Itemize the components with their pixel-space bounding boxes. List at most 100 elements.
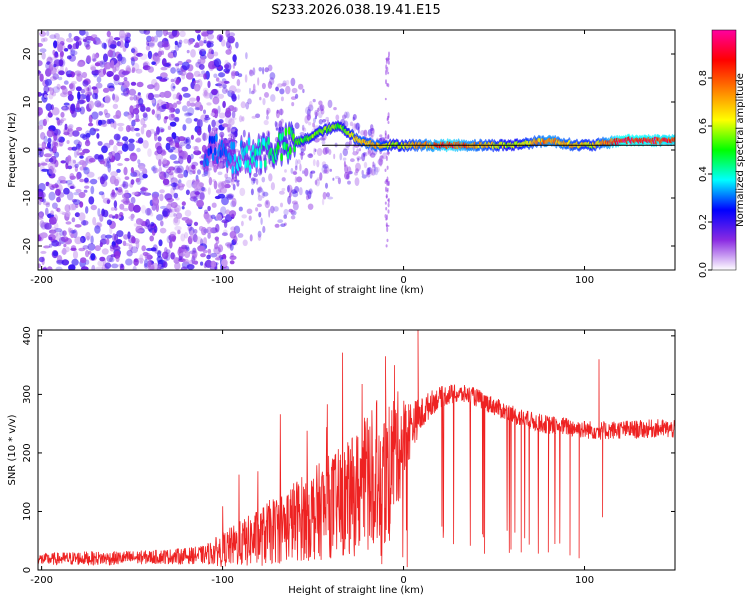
heatmap-cell bbox=[67, 183, 75, 188]
heatmap-cell bbox=[172, 93, 177, 100]
heatmap-cell bbox=[221, 258, 228, 267]
snr-y-tick-label: 0 bbox=[22, 567, 33, 573]
heatmap-cell bbox=[184, 251, 191, 258]
heatmap-cell bbox=[149, 235, 154, 242]
heatmap-cell bbox=[170, 82, 176, 92]
snr-series-line bbox=[38, 330, 675, 568]
heatmap-cell bbox=[229, 85, 237, 94]
heatmap-cell bbox=[245, 101, 250, 110]
heatmap-cell bbox=[115, 239, 123, 245]
heatmap-cell bbox=[54, 228, 63, 233]
heatmap-cell bbox=[201, 173, 206, 177]
heatmap-cell bbox=[264, 199, 270, 209]
heatmap-cell bbox=[99, 119, 107, 125]
heatmap-cell bbox=[170, 78, 175, 83]
heatmap-cell bbox=[75, 188, 82, 193]
heatmap-cell bbox=[74, 70, 82, 76]
heatmap-cell bbox=[94, 245, 101, 252]
heatmap-cell bbox=[183, 38, 189, 44]
heatmap-cell bbox=[364, 152, 368, 157]
heatmap-cell bbox=[170, 252, 175, 260]
heatmap-cell bbox=[386, 165, 389, 170]
heatmap-cell bbox=[213, 51, 219, 57]
heatmap-cell bbox=[126, 32, 131, 39]
heatmap-cell bbox=[174, 262, 181, 270]
heatmap-cell bbox=[175, 167, 183, 174]
heatmap-cell bbox=[384, 130, 387, 136]
heatmap-cell bbox=[309, 188, 313, 195]
heatmap-ridge-core bbox=[267, 136, 270, 146]
heatmap-cell bbox=[90, 235, 94, 245]
heatmap-cell bbox=[48, 229, 57, 234]
heatmap-cell bbox=[104, 95, 111, 104]
heatmap-cell bbox=[57, 43, 63, 53]
heatmap-cell bbox=[58, 136, 65, 143]
heatmap-cell bbox=[49, 87, 55, 96]
heatmap-cell bbox=[139, 254, 144, 262]
heatmap-cell bbox=[363, 161, 368, 169]
heatmap-cell bbox=[290, 167, 294, 174]
heatmap-cell bbox=[371, 168, 376, 176]
heatmap-cell bbox=[189, 102, 196, 107]
heatmap-cell bbox=[192, 233, 198, 243]
heatmap-ridge-core bbox=[254, 148, 257, 157]
heatmap-cell bbox=[109, 244, 116, 250]
heatmap-cell bbox=[86, 55, 92, 63]
heatmap-cell bbox=[347, 166, 352, 176]
heatmap-cell bbox=[128, 138, 135, 143]
heatmap-cell bbox=[113, 200, 118, 209]
heatmap-cell bbox=[103, 62, 108, 72]
heatmap-cell bbox=[333, 107, 337, 111]
heatmap-cell bbox=[163, 171, 170, 179]
heatmap-cell bbox=[49, 62, 54, 69]
heatmap-cell bbox=[176, 100, 182, 105]
colorbar: 0.0 0.2 0.4 0.6 0.8 Normalized spectral ampl… bbox=[698, 29, 746, 278]
heatmap-cell bbox=[203, 89, 208, 96]
heatmap-cell bbox=[385, 58, 388, 60]
heatmap-cell bbox=[71, 258, 79, 266]
heatmap-cell bbox=[173, 117, 179, 122]
heatmap-cell bbox=[50, 230, 59, 238]
heatmap-cell bbox=[118, 30, 126, 39]
heatmap-cell bbox=[157, 136, 162, 142]
heatmap-cell bbox=[157, 260, 164, 264]
heatmap-cell bbox=[231, 178, 234, 182]
heatmap-cell bbox=[174, 40, 178, 46]
heatmap-cell bbox=[352, 143, 355, 153]
heatmap-cell bbox=[134, 118, 141, 123]
heatmap-cell bbox=[127, 142, 135, 152]
heatmap-ridge-core bbox=[246, 159, 250, 168]
heatmap-cell bbox=[71, 110, 77, 118]
heatmap-cell bbox=[138, 97, 144, 106]
heatmap-cell bbox=[248, 87, 252, 95]
heatmap-cell bbox=[186, 154, 192, 164]
heatmap-cell bbox=[167, 125, 172, 131]
heatmap-ridge-core bbox=[262, 138, 266, 147]
heatmap-cell bbox=[242, 239, 248, 247]
heatmap-cell bbox=[207, 167, 212, 171]
heatmap-cell bbox=[163, 90, 172, 99]
heatmap-cell bbox=[60, 236, 69, 243]
heatmap-cell bbox=[352, 151, 359, 156]
heatmap-ridge-core bbox=[255, 159, 258, 168]
heatmap-cell bbox=[110, 194, 116, 200]
heatmap-cell bbox=[361, 170, 364, 176]
heatmap-cell bbox=[61, 247, 67, 255]
heatmap-cell bbox=[84, 130, 91, 139]
heatmap-cell bbox=[87, 91, 93, 96]
heatmap-cell bbox=[195, 236, 203, 244]
heatmap-cell bbox=[337, 177, 341, 185]
heatmap-cell bbox=[316, 148, 323, 156]
heatmap-cell bbox=[46, 266, 53, 270]
heatmap-cell bbox=[80, 235, 86, 244]
heatmap-cell bbox=[131, 62, 140, 72]
heatmap-cell bbox=[130, 57, 135, 66]
heatmap-cell bbox=[62, 230, 67, 237]
heatmap-cell bbox=[345, 111, 350, 119]
heatmap-cell bbox=[156, 214, 164, 221]
heatmap-cell bbox=[192, 181, 200, 190]
heatmap-ridge-core bbox=[286, 151, 290, 160]
heatmap-cell bbox=[147, 224, 153, 232]
heatmap-cell bbox=[66, 73, 73, 78]
heatmap-cell bbox=[280, 202, 283, 208]
